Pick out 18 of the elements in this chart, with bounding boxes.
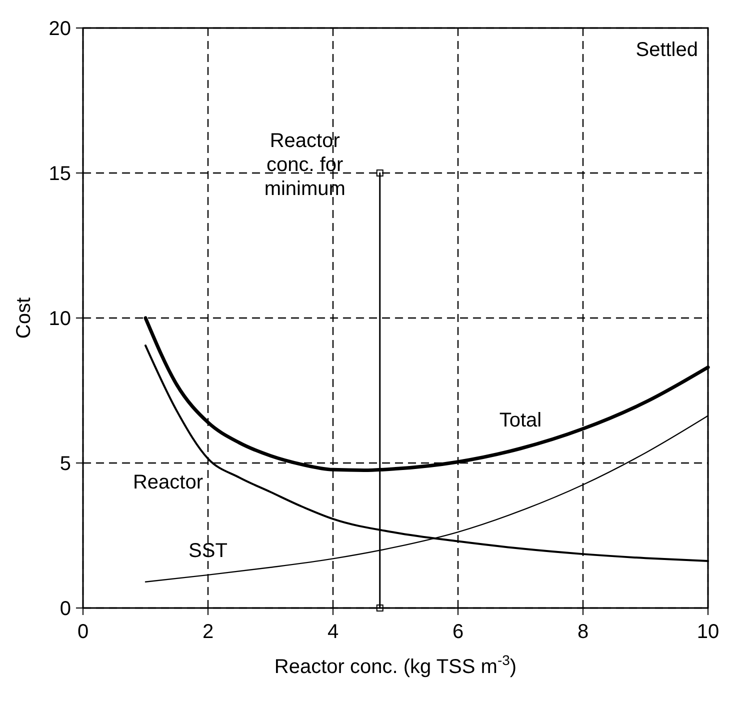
annotation: Reactor conc. for minimum (264, 130, 346, 200)
y-tick-label: 5 (60, 453, 71, 475)
series-label: Total (499, 410, 542, 432)
y-tick-label: 0 (60, 598, 71, 620)
x-tick-label: 2 (202, 621, 214, 643)
series-label: Reactor (132, 472, 204, 494)
annotation: Settled (636, 39, 698, 61)
x-axis-title: Reactor conc. (kg TSS m$^{-3}$) (274, 652, 517, 678)
x-tick-label: 6 (452, 621, 464, 643)
x-tick-label: 0 (77, 621, 89, 643)
y-tick-label: 20 (48, 18, 71, 40)
x-tick-label: 4 (327, 621, 339, 643)
y-axis-title: Cost (13, 296, 35, 339)
x-tick-label: 10 (696, 621, 720, 643)
y-tick-label: 15 (48, 163, 71, 185)
y-tick-label: 10 (48, 308, 71, 330)
x-tick-label: 8 (577, 621, 589, 643)
series-label: SST (188, 540, 228, 562)
